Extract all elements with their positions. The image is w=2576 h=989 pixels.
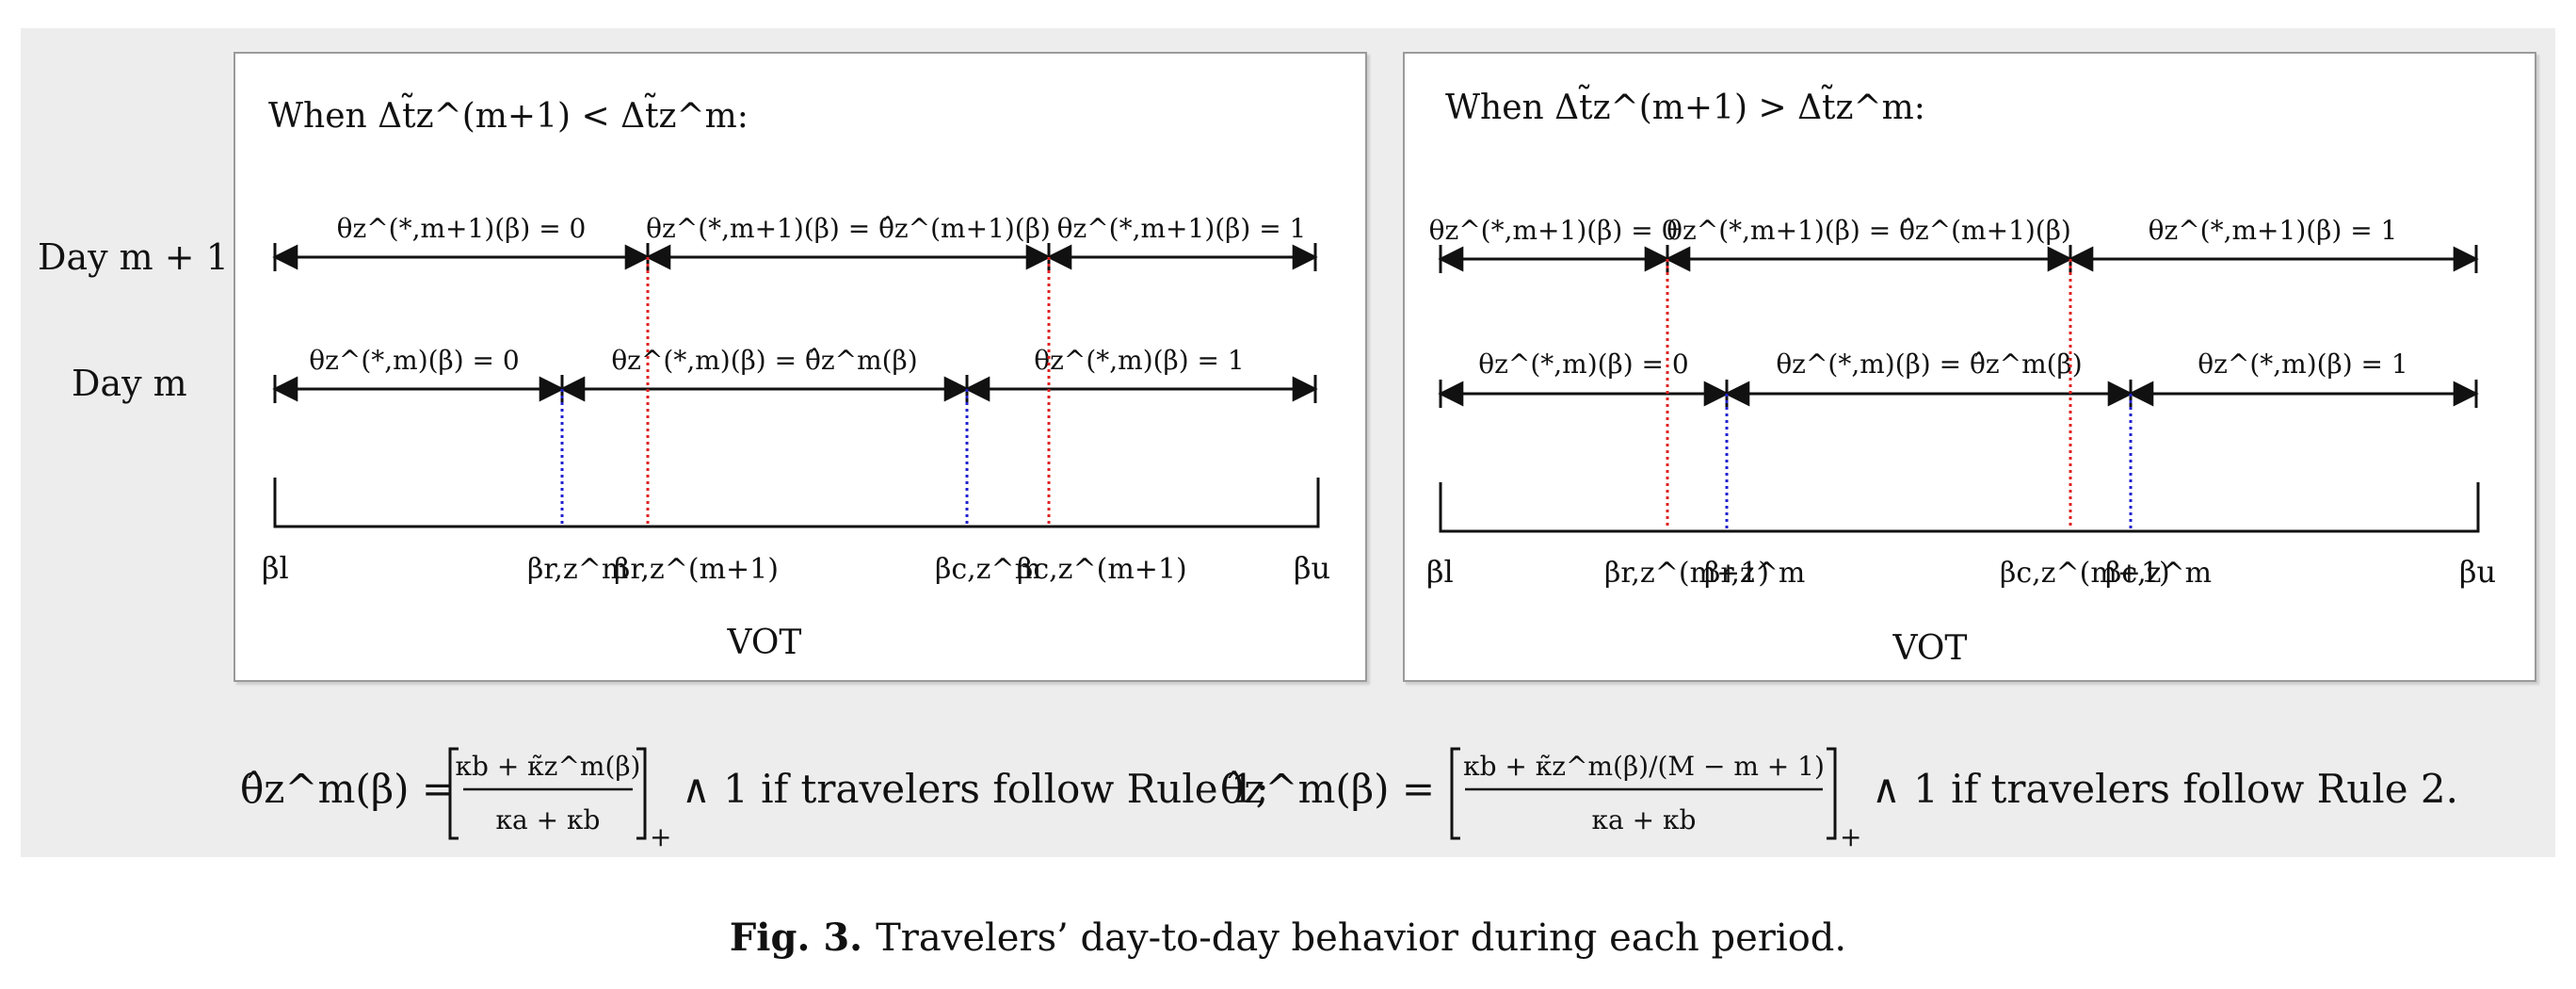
formula-part2-tail: ∧ 1 if travelers follow Rule 2. bbox=[1872, 766, 2458, 812]
right-axis-title: VOT bbox=[1892, 629, 1968, 668]
right-dcur-label-2: θz^(*,m)(β) = θ̂z^m(β) bbox=[1776, 349, 2082, 380]
left-vot-axis bbox=[273, 478, 1320, 528]
right-axis-label-bcm: βc,z^m bbox=[2105, 557, 2212, 590]
left-dcur-label-3: θz^(*,m)(β) = 1 bbox=[1034, 345, 1244, 376]
right-axis-label-brm: βr,z^m bbox=[1704, 557, 1805, 590]
formula-part2-bracket-left bbox=[1450, 747, 1460, 840]
right-dnext-label-1: θz^(*,m+1)(β) = 0 bbox=[1429, 215, 1679, 246]
formula-part2-plus: + bbox=[1840, 821, 1861, 852]
formula-part1-tail: ∧ 1 if travelers follow Rule 1; bbox=[682, 766, 1269, 812]
row-label-day-next: Day m + 1 bbox=[38, 236, 229, 278]
left-axis-label-bu: βu bbox=[1294, 550, 1330, 586]
left-axis-label-brm: βr,z^m bbox=[527, 553, 628, 586]
left-condition-text: When Δt̃z^(m+1) < Δt̃z^m: bbox=[268, 93, 749, 136]
formula-part1-bracket-left bbox=[448, 747, 459, 840]
right-panel bbox=[1403, 52, 2536, 682]
right-dnext-label-3: θz^(*,m+1)(β) = 1 bbox=[2149, 215, 2398, 246]
right-dnext-label-2: θz^(*,m+1)(β) = θ̂z^(m+1)(β) bbox=[1666, 215, 2071, 246]
right-dcur-label-1: θz^(*,m)(β) = 0 bbox=[1478, 349, 1688, 380]
left-dnext-label-2: θz^(*,m+1)(β) = θ̂z^(m+1)(β) bbox=[646, 213, 1051, 244]
left-axis-label-bcm: βc,z^m bbox=[935, 553, 1041, 586]
formula-part1-denominator: κa + κb bbox=[496, 804, 601, 835]
left-axis-label-brm1: βr,z^(m+1) bbox=[614, 553, 779, 586]
formula-part1-lhs: θ̂z^m(β) = bbox=[240, 766, 455, 812]
formula-part1-numerator: κb + κ̃z^m(β) bbox=[456, 751, 641, 782]
formula-part2-lhs: θ̂z^m(β) = bbox=[1220, 766, 1435, 812]
right-axis-label-brm1: βr,z^(m+1) bbox=[1604, 557, 1769, 590]
left-dcur-label-1: θz^(*,m)(β) = 0 bbox=[309, 345, 519, 376]
right-axis-label-bcm1: βc,z^(m+1) bbox=[2000, 557, 2170, 590]
right-axis-label-bu: βu bbox=[2459, 554, 2496, 590]
left-dnext-label-1: θz^(*,m+1)(β) = 0 bbox=[337, 213, 587, 244]
formula-part1-bracket-right bbox=[636, 747, 647, 840]
left-dcur-label-2: θz^(*,m)(β) = θ̂z^m(β) bbox=[611, 345, 917, 376]
left-dnext-label-3: θz^(*,m+1)(β) = 1 bbox=[1057, 213, 1307, 244]
right-axis-label-bl: βl bbox=[1426, 554, 1454, 590]
left-axis-label-bl: βl bbox=[262, 550, 289, 586]
figure-caption: Fig. 3. Travelers’ day-to-day behavior du… bbox=[0, 916, 2576, 960]
formula: θ̂z^m(β) = κb + κ̃z^m(β) κa + κb + ∧ 1 i… bbox=[240, 747, 2458, 852]
right-condition-text: When Δt̃z^(m+1) > Δt̃z^m: bbox=[1445, 85, 1925, 127]
left-axis-title: VOT bbox=[727, 624, 802, 662]
left-axis-label-bcm1: βc,z^(m+1) bbox=[1017, 553, 1187, 586]
row-label-day-current: Day m bbox=[72, 363, 187, 404]
formula-part2-bracket-right bbox=[1827, 747, 1837, 840]
caption-label: Fig. 3. bbox=[729, 916, 863, 960]
right-vot-axis bbox=[1439, 482, 2480, 533]
left-panel bbox=[233, 52, 1367, 682]
formula-part2-denominator: κa + κb bbox=[1592, 804, 1697, 835]
formula-part1-plus: + bbox=[650, 821, 671, 852]
right-dcur-label-3: θz^(*,m)(β) = 1 bbox=[2198, 349, 2407, 380]
formula-part2-numerator: κb + κ̃z^m(β)/(M − m + 1) bbox=[1463, 751, 1825, 782]
caption-text: Travelers’ day-to-day behavior during ea… bbox=[876, 916, 1847, 960]
